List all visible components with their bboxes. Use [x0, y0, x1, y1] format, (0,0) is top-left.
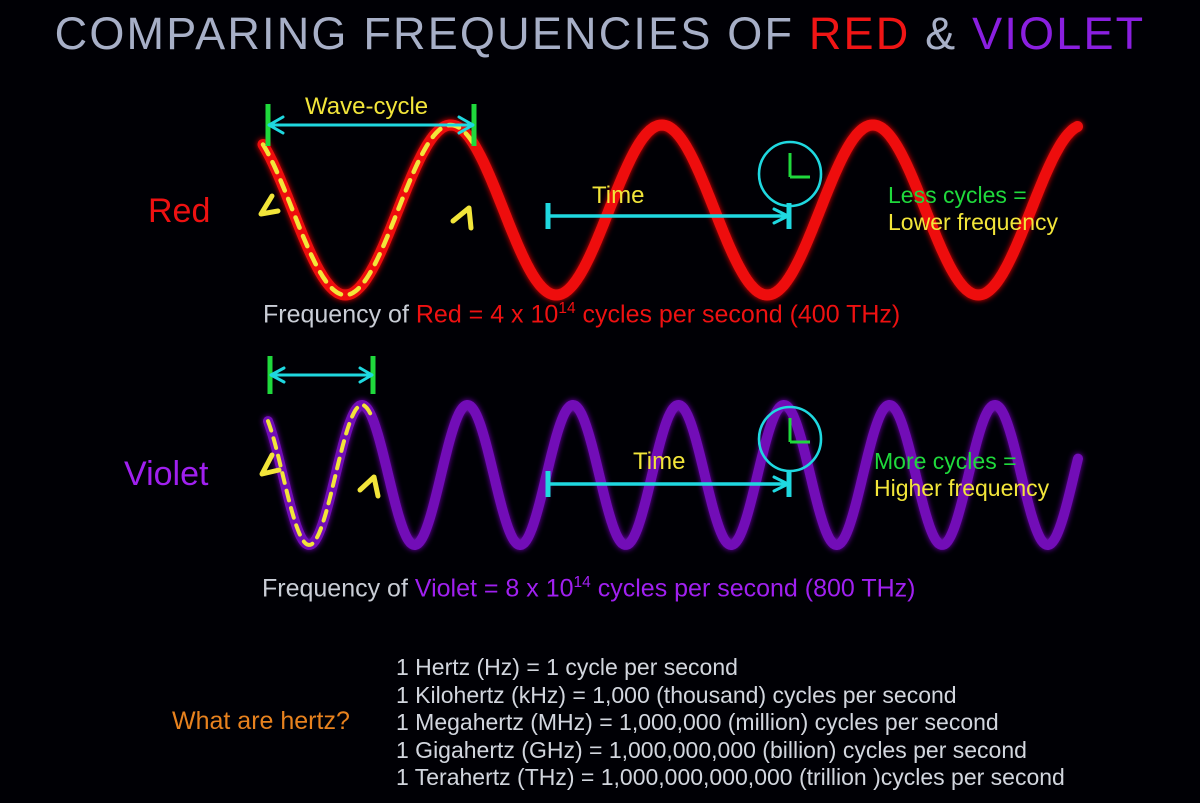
red-caption-prefix: Frequency of [263, 300, 416, 329]
violet-note-line-2: Higher frequency [874, 475, 1050, 502]
violet-cycle-start-arrow [259, 452, 282, 477]
violet-caption-value: Violet = 8 x 10 [414, 574, 574, 603]
arrow-head-left [267, 115, 285, 135]
red-note-line-2: Lower frequency [888, 209, 1059, 236]
red-frequency-caption: Frequency of Red = 4 x 1014 cycles per s… [263, 300, 900, 329]
red-caption-value: Red = 4 x 10 [415, 300, 559, 329]
violet-wave-label: Violet [124, 455, 209, 493]
time-label-red: Time [592, 182, 645, 209]
title-part-red: RED [808, 8, 911, 59]
red-cycle-highlight [258, 122, 476, 298]
page-title: COMPARING FREQUENCIES OF RED & VIOLET [0, 8, 1200, 60]
red-caption-exponent: 14 [558, 300, 576, 317]
time-measure-red [545, 203, 792, 229]
violet-caption-exponent: 14 [573, 574, 591, 591]
red-frequency-note: Less cycles = Lower frequency [888, 182, 1058, 236]
title-part-amp: & [910, 8, 973, 59]
red-cycle-start-arrow [258, 193, 281, 217]
title-part-violet: VIOLET [972, 8, 1146, 59]
wave-cycle-measure-violet [267, 356, 376, 394]
clock-icon-violet [757, 405, 823, 473]
list-item: 1 Terahertz (THz) = 1,000,000,000,000 (t… [396, 764, 1065, 790]
list-item: 1 Megahertz (MHz) = 1,000,000 (million) … [396, 709, 999, 735]
violet-cycle-end-arrow [357, 474, 381, 499]
violet-frequency-note: More cycles = Higher frequency [874, 448, 1049, 502]
time-label-violet: Time [633, 448, 686, 475]
title-part-main: COMPARING FREQUENCIES OF [54, 8, 809, 59]
violet-frequency-caption: Frequency of Violet = 8 x 1014 cycles pe… [262, 574, 915, 603]
violet-caption-suffix: cycles per second (800 THz) [590, 574, 916, 603]
list-item: 1 Hertz (Hz) = 1 cycle per second [396, 654, 738, 680]
red-note-line-1: Less cycles = [888, 182, 1027, 208]
red-cycle-end-arrow [450, 205, 474, 231]
violet-caption-prefix: Frequency of [262, 574, 415, 603]
red-caption-suffix: cycles per second (400 THz) [575, 300, 901, 329]
hertz-definition-list: 1 Hertz (Hz) = 1 cycle per second 1 Kilo… [396, 654, 1065, 792]
red-wave-label: Red [148, 192, 211, 230]
hertz-question-label: What are hertz? [172, 707, 350, 735]
list-item: 1 Gigahertz (GHz) = 1,000,000,000 (billi… [396, 736, 1027, 763]
list-item: 1 Kilohertz (kHz) = 1,000 (thousand) cyc… [396, 681, 957, 708]
arrow-head-right [457, 115, 475, 135]
violet-note-line-1: More cycles = [874, 448, 1017, 474]
clock-icon-red [757, 140, 823, 208]
violet-cycle-highlight [259, 402, 381, 547]
wave-cycle-label: Wave-cycle [305, 93, 429, 120]
